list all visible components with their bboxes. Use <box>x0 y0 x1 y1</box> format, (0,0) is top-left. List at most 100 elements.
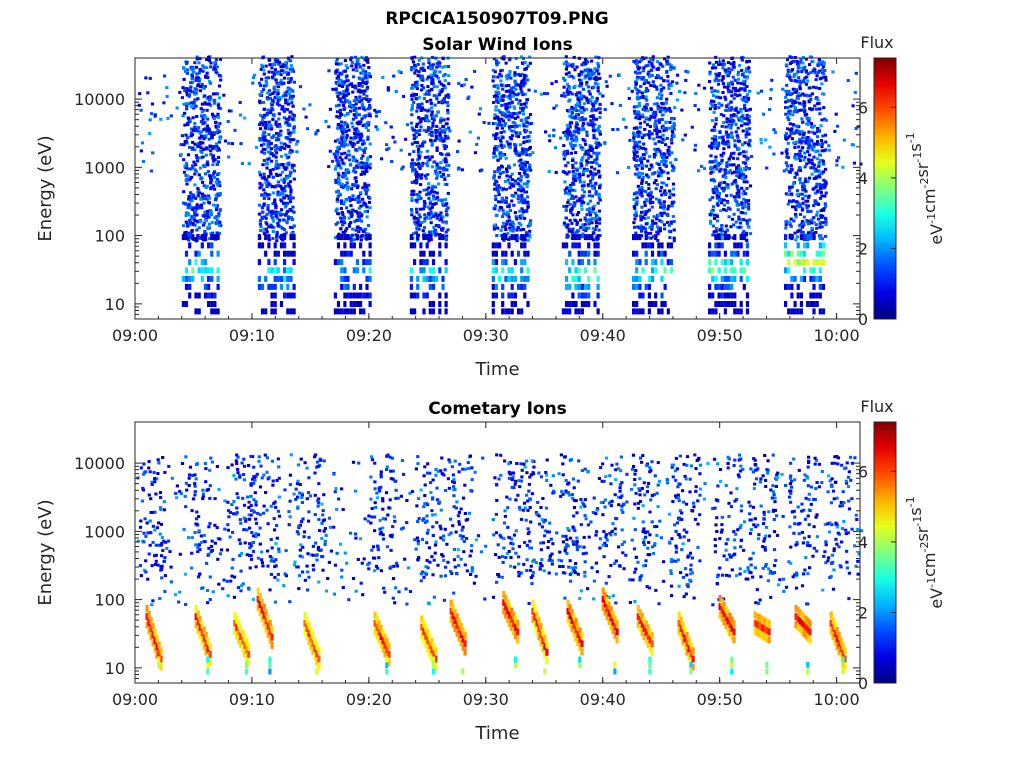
flux-cell <box>327 125 331 129</box>
flux-cell <box>810 139 814 143</box>
flux-cell <box>592 136 596 140</box>
flux-cell <box>447 163 451 167</box>
flux-cell <box>434 223 438 227</box>
flux-cell <box>273 200 277 204</box>
flux-cell <box>509 87 514 91</box>
flux-cell <box>724 168 728 172</box>
flux-cell <box>443 147 447 151</box>
flux-cell <box>646 63 650 67</box>
flux-cell <box>282 218 286 222</box>
flux-cell <box>359 204 363 208</box>
flux-cell <box>264 64 268 68</box>
flux-cell <box>272 114 276 118</box>
flux-cell <box>189 193 193 197</box>
flux-cell <box>446 104 450 108</box>
flux-cell <box>583 223 587 227</box>
flux-cell <box>352 283 356 290</box>
flux-cell <box>364 146 368 150</box>
flux-cell <box>574 113 578 117</box>
flux-cell <box>446 117 450 121</box>
flux-cell <box>412 137 416 141</box>
flux-cell <box>585 107 589 111</box>
flux-cell <box>202 184 206 188</box>
flux-cell <box>340 152 344 156</box>
flux-cell <box>357 62 361 66</box>
flux-cell <box>742 75 747 79</box>
flux-cell <box>580 73 584 76</box>
flux-cell <box>571 181 575 185</box>
flux-cell <box>415 87 419 91</box>
flux-cell <box>341 95 345 99</box>
flux-cell <box>290 218 295 222</box>
flux-cell <box>514 151 518 155</box>
flux-cell <box>416 74 420 78</box>
flux-cell <box>655 132 659 136</box>
flux-cell <box>260 308 265 315</box>
flux-cell <box>526 174 530 178</box>
flux-cell <box>638 172 642 176</box>
flux-cell <box>410 181 414 184</box>
flux-cell <box>520 308 524 315</box>
flux-cell <box>357 88 361 92</box>
flux-cell <box>627 96 631 100</box>
flux-cell <box>420 84 424 87</box>
flux-cell <box>493 116 497 120</box>
flux-cell <box>368 242 372 249</box>
flux-cell <box>357 135 361 138</box>
flux-cell <box>494 198 498 201</box>
flux-cell <box>593 67 597 71</box>
flux-cell <box>708 107 712 111</box>
flux-cell <box>216 115 221 119</box>
flux-cell <box>440 129 444 133</box>
flux-cell <box>430 113 434 117</box>
flux-cell <box>275 102 279 106</box>
flux-cell <box>271 117 275 121</box>
flux-cell <box>343 173 347 177</box>
flux-cell <box>343 250 347 257</box>
flux-cell <box>714 95 719 99</box>
flux-cell <box>289 59 293 63</box>
flux-cell <box>195 72 199 76</box>
flux-cell <box>194 154 198 157</box>
flux-cell <box>482 121 486 124</box>
flux-cell <box>354 180 358 183</box>
flux-cell <box>662 86 666 90</box>
flux-cell <box>423 108 427 112</box>
flux-cell <box>650 275 655 282</box>
flux-cell <box>655 183 660 187</box>
flux-cell <box>570 111 574 114</box>
flux-cell <box>411 232 416 236</box>
flux-cell <box>521 199 526 203</box>
flux-cell <box>227 109 231 113</box>
flux-cell <box>213 92 217 96</box>
flux-cell <box>448 129 452 133</box>
flux-cell <box>356 211 360 215</box>
flux-cell <box>334 87 338 91</box>
flux-cell <box>197 308 201 315</box>
flux-cell <box>215 177 220 181</box>
flux-cell <box>429 221 433 225</box>
flux-cell <box>639 214 643 218</box>
flux-cell <box>737 88 741 92</box>
flux-cell <box>416 63 420 66</box>
flux-cell <box>328 149 332 153</box>
flux-cell <box>283 267 287 274</box>
flux-cell <box>507 145 511 149</box>
flux-cell <box>336 138 340 142</box>
flux-cell <box>653 128 657 132</box>
flux-cell <box>185 107 189 111</box>
flux-cell <box>566 200 570 204</box>
flux-cell <box>526 250 530 257</box>
flux-cell <box>207 59 211 62</box>
flux-cell <box>516 283 521 290</box>
flux-cell <box>447 82 451 86</box>
flux-cell <box>351 159 356 163</box>
flux-cell <box>214 124 218 128</box>
flux-cell <box>513 148 517 152</box>
flux-cell <box>428 132 432 136</box>
flux-cell <box>296 139 300 143</box>
flux-cell <box>654 119 658 123</box>
flux-cell <box>283 167 287 171</box>
flux-cell <box>342 143 346 147</box>
flux-cell <box>270 292 274 299</box>
